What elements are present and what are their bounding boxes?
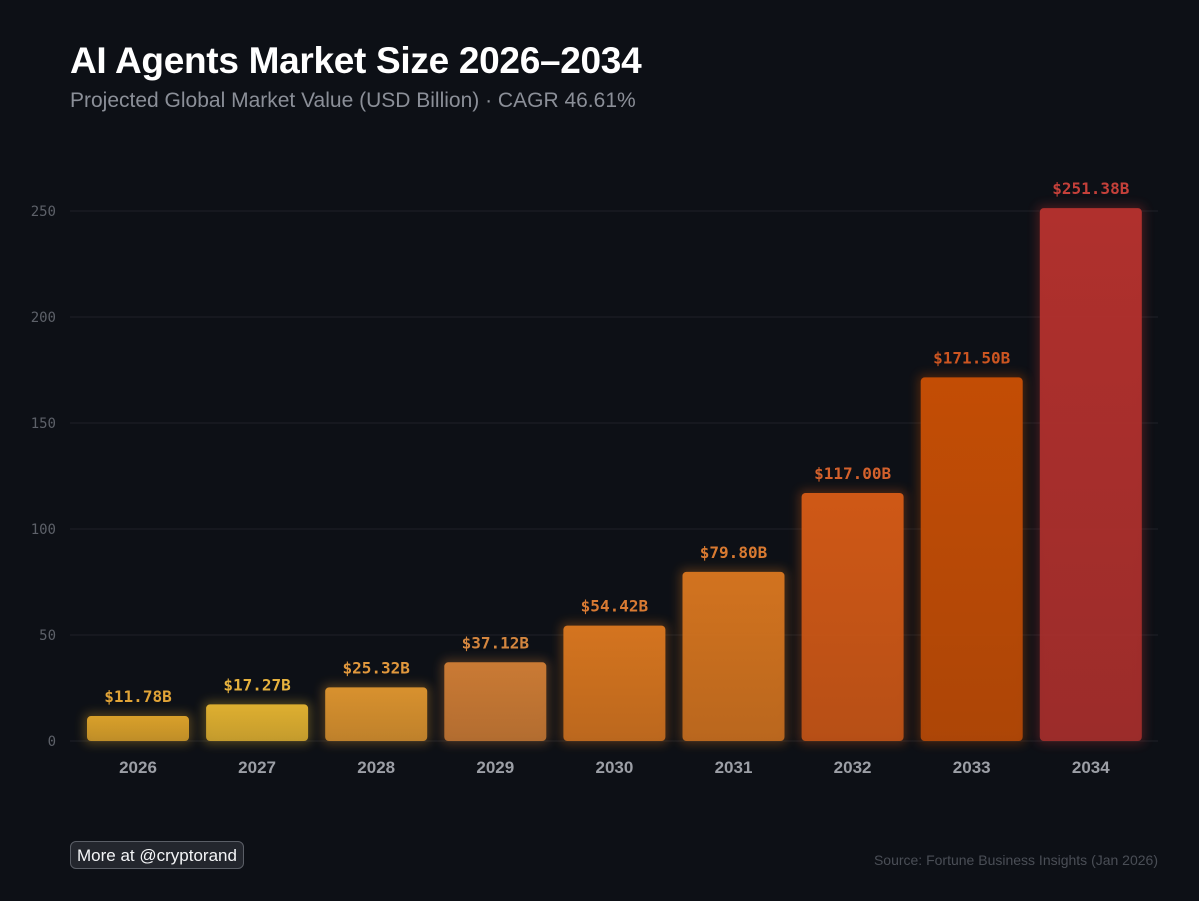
y-tick-label-50: 50 xyxy=(39,628,56,644)
x-tick-label-2026: 2026 xyxy=(119,758,157,777)
value-label-2030: $54.42B xyxy=(581,597,649,616)
x-tick-label-2029: 2029 xyxy=(476,758,514,777)
x-tick-label-2032: 2032 xyxy=(834,758,872,777)
x-axis-ticks: 2026 2027 2028 2029 2030 2031 2032 2033 2034 xyxy=(119,758,1110,777)
value-label-2032: $117.00B xyxy=(814,464,891,483)
bar-2028 xyxy=(325,687,428,741)
x-tick-label-2028: 2028 xyxy=(357,758,395,777)
x-tick-label-2030: 2030 xyxy=(595,758,633,777)
bar-2027 xyxy=(206,704,309,741)
x-tick-label-2033: 2033 xyxy=(953,758,991,777)
y-tick-label-100: 100 xyxy=(31,522,56,538)
y-axis-ticks: 0 50 100 150 200 250 xyxy=(31,204,56,750)
x-tick-label-2027: 2027 xyxy=(238,758,276,777)
chart-title: AI Agents Market Size 2026–2034 xyxy=(70,40,642,81)
value-label-2028: $25.32B xyxy=(342,658,410,677)
value-label-2034: $251.38B xyxy=(1052,179,1129,198)
bar-2030 xyxy=(563,625,666,741)
x-tick-label-2034: 2034 xyxy=(1072,758,1110,777)
chart-subtitle: Projected Global Market Value (USD Billi… xyxy=(70,89,636,112)
bar-2026 xyxy=(87,716,189,741)
source-note: Source: Fortune Business Insights (Jan 2… xyxy=(873,852,1158,868)
bar-2029 xyxy=(444,662,547,741)
bar-2033 xyxy=(920,377,1023,741)
y-tick-label-200: 200 xyxy=(31,310,56,326)
x-tick-label-2031: 2031 xyxy=(715,758,753,777)
value-label-2027: $17.27B xyxy=(223,675,291,694)
y-tick-label-0: 0 xyxy=(48,734,56,750)
value-label-2029: $37.12B xyxy=(462,633,530,652)
bar-2034 xyxy=(1039,208,1142,741)
bar-2031 xyxy=(682,571,785,741)
value-label-2026: $11.78B xyxy=(104,687,172,706)
bars xyxy=(84,205,1145,744)
value-label-2031: $79.80B xyxy=(700,543,768,562)
value-label-2033: $171.50B xyxy=(933,348,1010,367)
more-at-cryptorand-button[interactable]: More at @cryptorand xyxy=(70,841,244,869)
y-tick-label-150: 150 xyxy=(31,416,56,432)
y-tick-label-250: 250 xyxy=(31,204,56,220)
bar-2032 xyxy=(801,492,904,741)
value-labels: $11.78B $17.27B $25.32B $37.12B $54.42B $79.8… xyxy=(104,179,1129,706)
